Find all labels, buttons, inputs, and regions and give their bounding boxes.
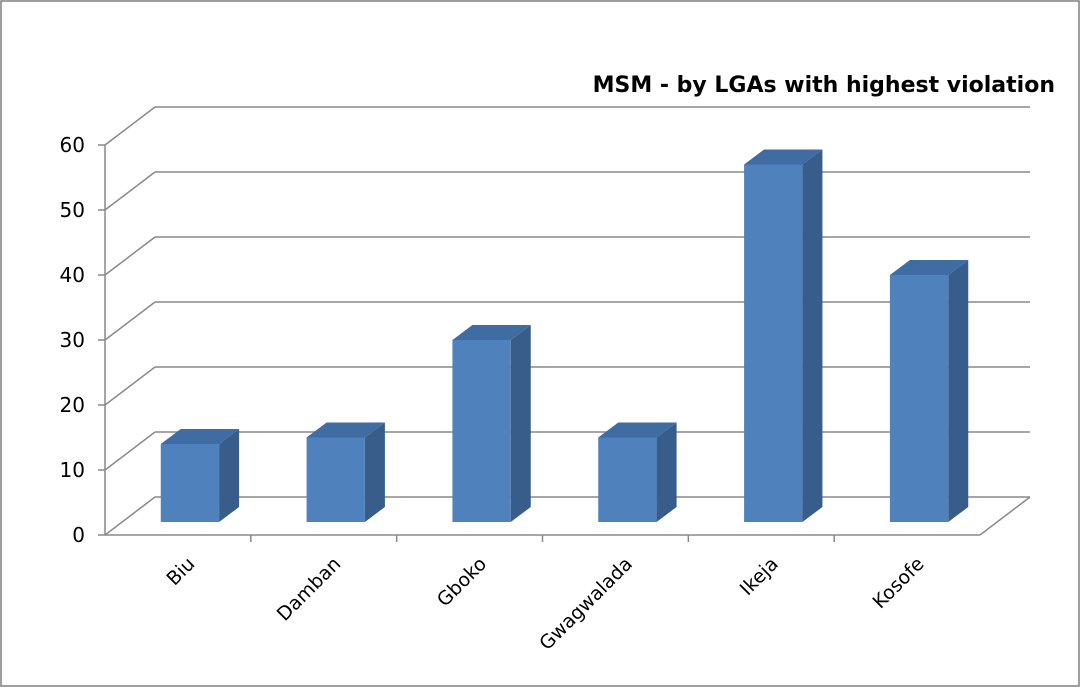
bar-damban bbox=[306, 422, 385, 522]
gridline-side-40 bbox=[104, 236, 156, 276]
bar-top-ikeja bbox=[744, 149, 823, 165]
bar-side-damban bbox=[364, 422, 385, 522]
bar-top-gboko bbox=[452, 325, 531, 340]
bar-side-gboko bbox=[510, 325, 531, 522]
bar-front-damban bbox=[306, 437, 365, 522]
bar-gboko bbox=[452, 325, 531, 522]
bar-top-damban bbox=[306, 422, 385, 438]
gridline-side-0 bbox=[104, 496, 156, 536]
bar-side-kosofe bbox=[948, 260, 969, 522]
bar-front-biu bbox=[160, 444, 220, 522]
gridline-side-60 bbox=[104, 106, 156, 146]
bar-top-biu bbox=[160, 429, 240, 444]
y-tick-label-60: 60 bbox=[60, 133, 85, 157]
bar-ikeja bbox=[744, 149, 823, 522]
y-tick-label-0: 0 bbox=[72, 523, 85, 547]
bar-top-gwagwalada bbox=[598, 422, 677, 438]
bar-side-gwagwalada bbox=[656, 422, 677, 522]
y-tick-label-10: 10 bbox=[60, 458, 85, 482]
bar-front-gboko bbox=[452, 340, 511, 522]
bar-top-kosofe bbox=[889, 260, 969, 275]
bar-front-gwagwalada bbox=[598, 437, 657, 522]
bar-front-kosofe bbox=[889, 275, 949, 522]
axis-layer bbox=[98, 144, 980, 542]
gridline-side-10 bbox=[104, 431, 156, 471]
y-tick-label-40: 40 bbox=[60, 263, 85, 287]
floor-right-edge bbox=[979, 496, 1031, 536]
gridline-side-20 bbox=[104, 366, 156, 406]
y-tick-label-30: 30 bbox=[60, 328, 85, 352]
y-tick-label-20: 20 bbox=[60, 393, 85, 417]
bar-kosofe bbox=[889, 260, 969, 522]
bar-front-ikeja bbox=[744, 164, 803, 522]
bar-biu bbox=[160, 429, 240, 522]
y-tick-label-50: 50 bbox=[60, 198, 85, 222]
bar-layer bbox=[160, 149, 969, 522]
bar-side-biu bbox=[219, 429, 240, 522]
grid-layer bbox=[104, 106, 1031, 536]
chart-title: MSM - by LGAs with highest violation bbox=[593, 73, 1055, 98]
gridline-side-50 bbox=[104, 171, 156, 211]
bar-gwagwalada bbox=[598, 422, 677, 522]
bar-side-ikeja bbox=[802, 149, 823, 522]
gridline-side-30 bbox=[104, 301, 156, 341]
